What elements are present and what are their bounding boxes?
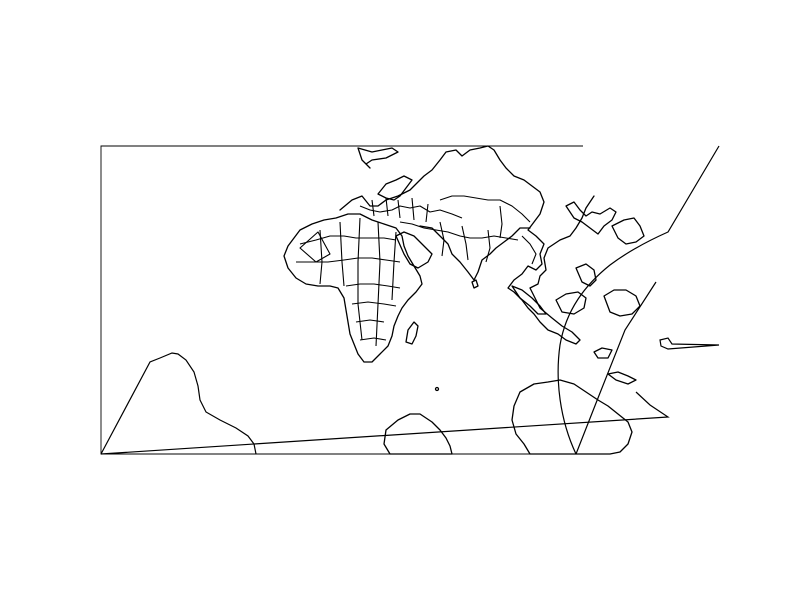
coast-philippines [575,263,597,287]
country-borders [296,195,537,347]
coast-arctic [357,147,399,169]
coast-eurasia [339,145,595,345]
artifact-bottom-diagonal [100,391,670,455]
coast-antarctic-bump [383,413,453,455]
landmasses [283,145,645,455]
coast-srilanka [471,279,479,289]
border-africa-west-triangle [299,231,331,263]
coast-arabia [395,231,433,269]
border-asia [439,195,537,265]
coast-australia [511,379,633,455]
coast-japan-south [611,217,645,245]
artifact-left-wedge [100,352,257,455]
coast-madagascar [405,321,419,345]
coast-indonesia [511,285,547,315]
coast-japan [565,201,617,235]
projection-artifacts [100,145,720,455]
border-middle-east [399,221,519,263]
artifact-right-sliver [659,337,720,350]
border-europe [359,197,463,223]
artifact-right-arc [557,145,720,455]
border-africa-north [299,235,397,245]
border-africa-vertical [319,217,397,347]
coast-timor [607,371,637,385]
border-africa-south [345,283,401,341]
coast-small-islands-east [593,347,613,359]
coast-south-asia [419,225,531,281]
coast-small-island [434,386,440,392]
border-africa-mid [296,257,401,263]
coast-new-guinea [603,289,641,317]
coast-africa [283,213,423,363]
map-frame [100,145,583,455]
artifact-steep-diagonal [575,281,657,455]
coast-borneo [555,291,587,315]
